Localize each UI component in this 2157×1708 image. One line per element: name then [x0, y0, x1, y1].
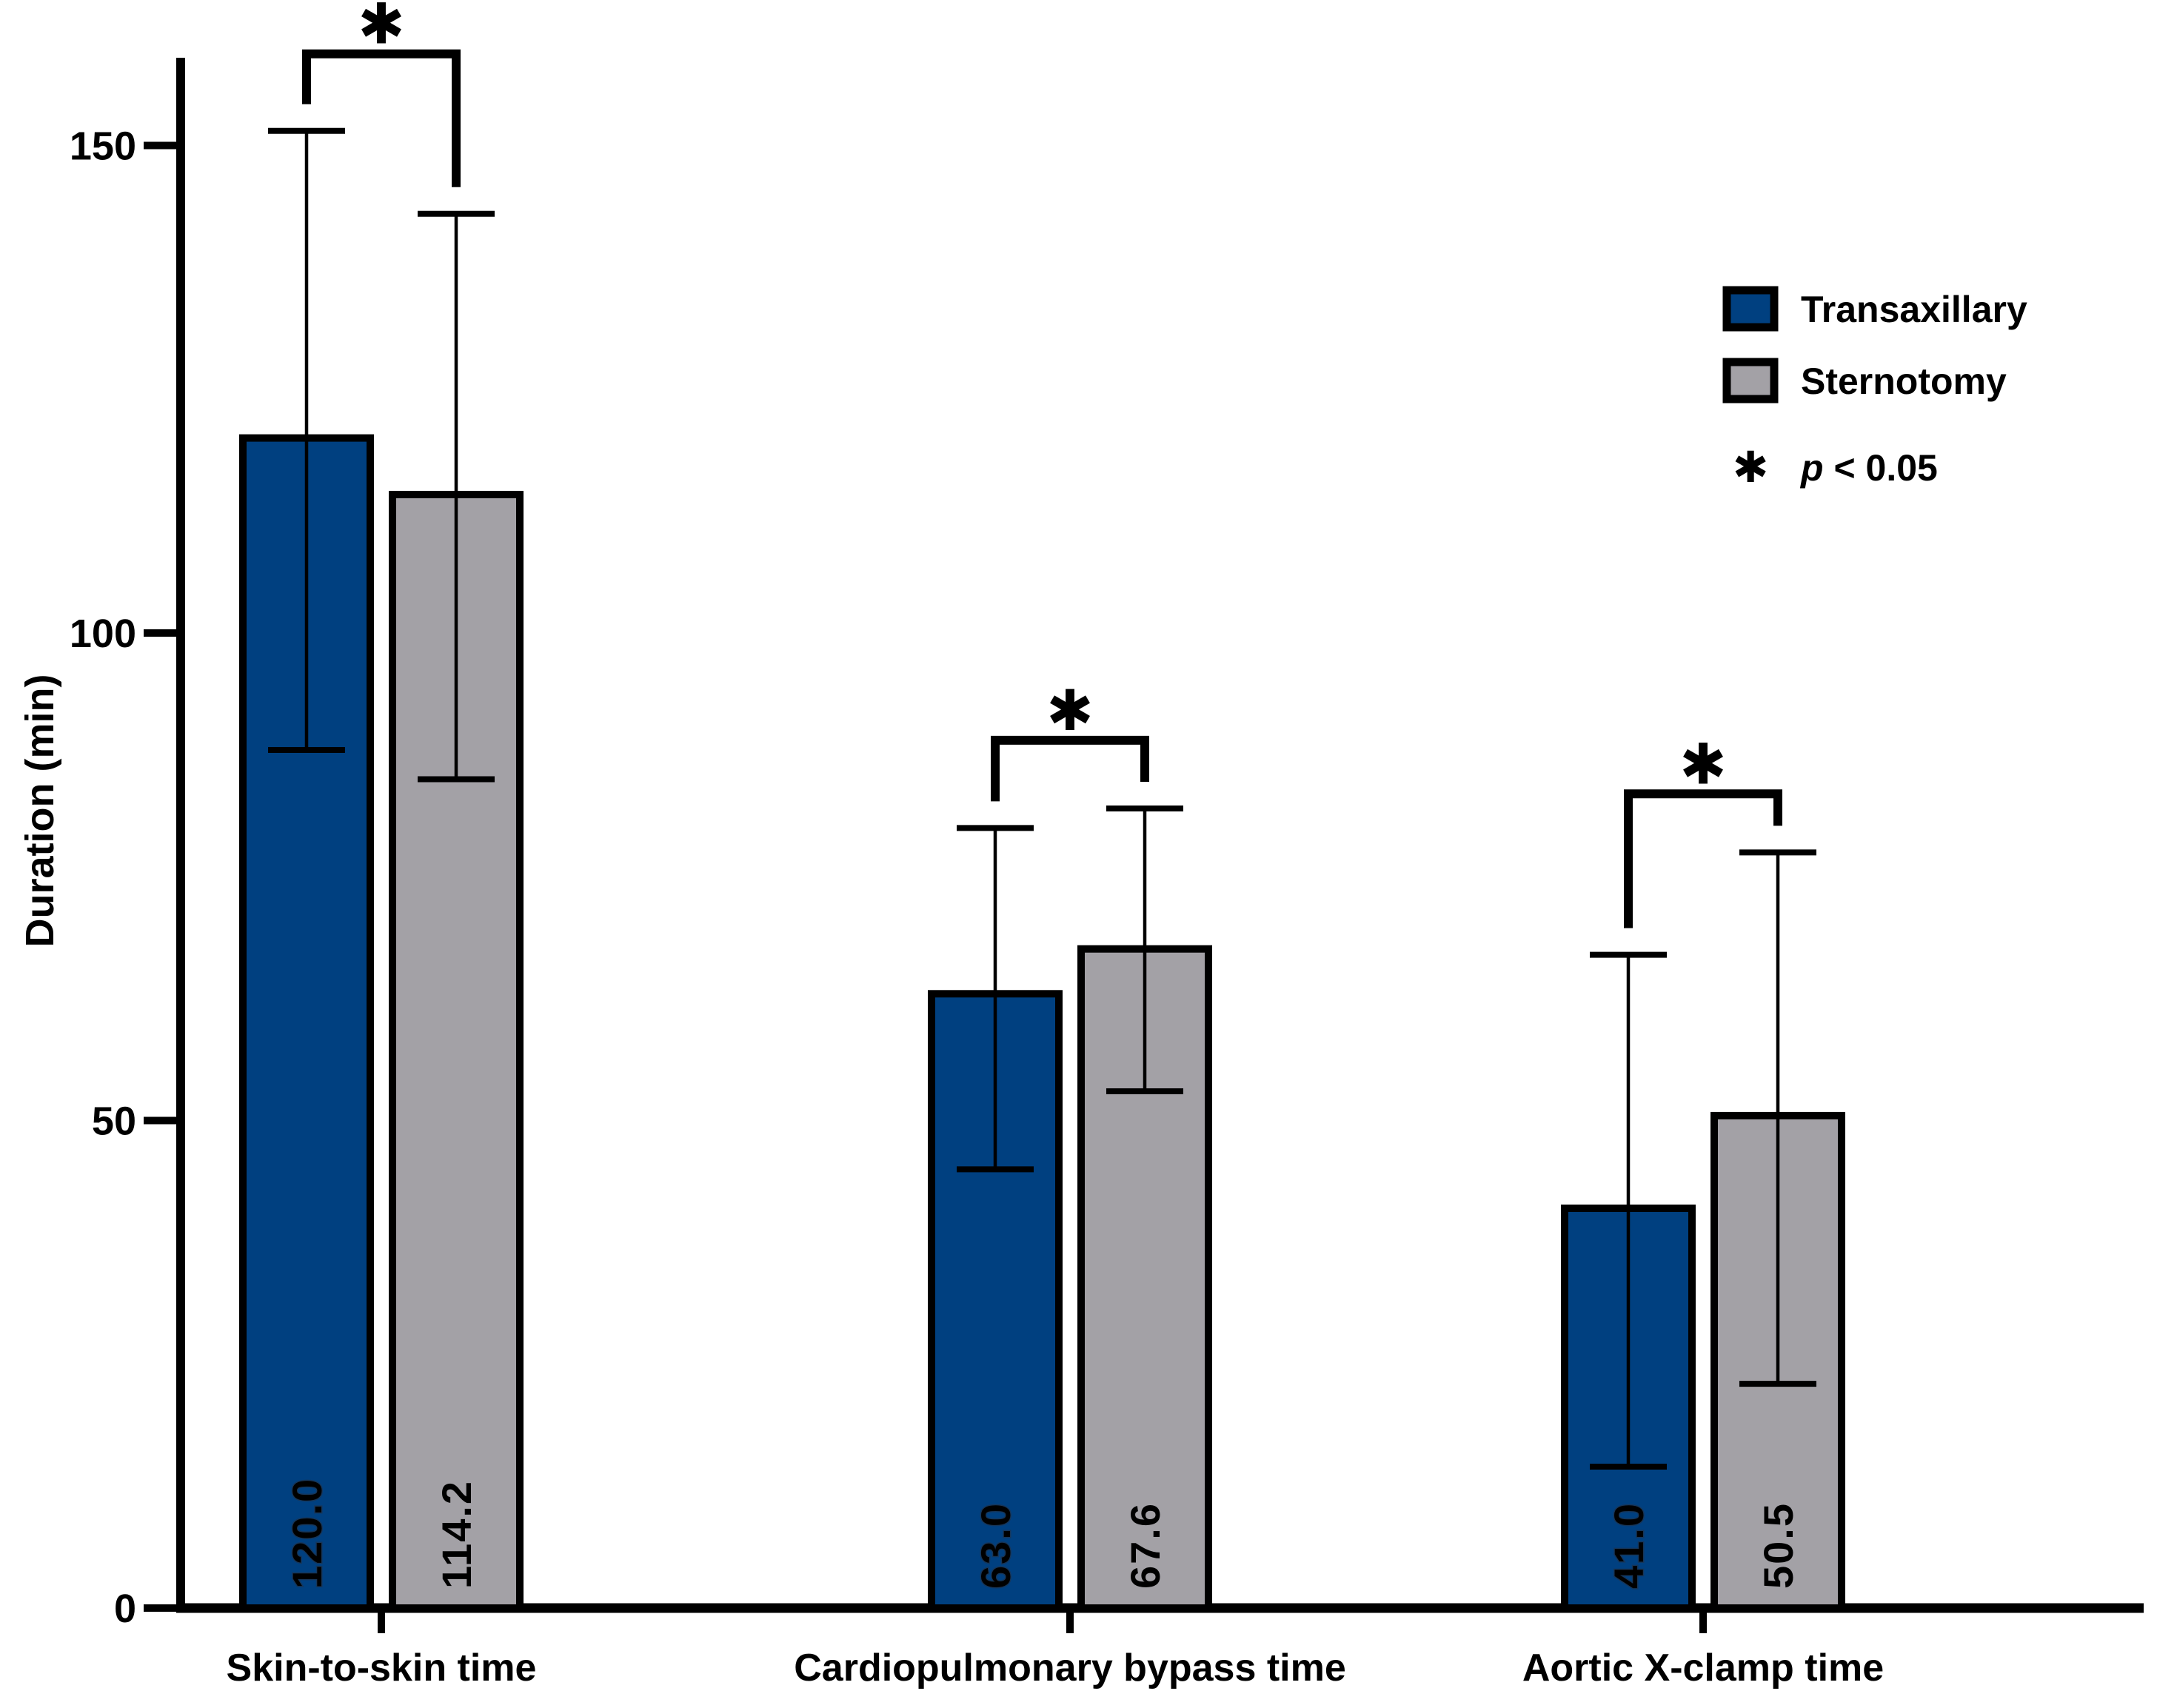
x-category-label-0: Skin-to-skin time: [227, 1647, 537, 1689]
legend-swatch-sternotomy: [1722, 358, 1779, 403]
bars: 120.0 63.0 41.0 114.2 67.6 50.5: [239, 127, 1845, 1612]
y-tick-label-2: 100: [70, 612, 136, 656]
legend-label-transaxillary: Transaxillary: [1801, 289, 2027, 330]
legend-label-sternotomy: Sternotomy: [1801, 361, 2007, 402]
legend-swatch-transaxillary: [1722, 286, 1779, 332]
legend-p-symbol-text: p: [1799, 447, 1824, 489]
significance-bracket: [991, 735, 1149, 802]
significance-asterisk-icon: ✱: [358, 0, 405, 56]
bar-value-label: 120.0: [284, 1478, 330, 1589]
bar-value-label: 67.6: [1122, 1502, 1168, 1589]
x-category-label-1: Cardiopulmonary bypass time: [794, 1647, 1346, 1689]
legend-p-threshold-text: < 0.05: [1824, 447, 1938, 489]
y-tick-label-3: 150: [70, 124, 136, 169]
legend-asterisk-icon: ✱: [1733, 443, 1769, 492]
significance-asterisk-icon: ✱: [1679, 733, 1727, 796]
legend: Transaxillary Sternotomy ✱ p < 0.05: [1722, 286, 2027, 492]
y-tick-labels: 0 50 100 150: [70, 124, 136, 1632]
significance-brackets: ✱ ✱ ✱: [302, 0, 1782, 928]
bar-value-label: 50.5: [1755, 1502, 1802, 1589]
significance-bracket: [1624, 789, 1782, 928]
y-axis-title: Duration (min): [18, 674, 62, 948]
significance-bracket: [302, 49, 461, 187]
x-category-label-2: Aortic X-clamp time: [1522, 1647, 1884, 1689]
y-tick-label-1: 50: [92, 1099, 136, 1144]
bar-sternotomy-skin-to-skin-time: [389, 490, 524, 1612]
legend-p-value: p < 0.05: [1799, 447, 1938, 489]
bar-value-label: 41.0: [1605, 1502, 1652, 1589]
x-category-labels: Skin-to-skin time Cardiopulmonary bypass…: [227, 1647, 1885, 1689]
significance-asterisk-icon: ✱: [1046, 680, 1094, 743]
bar-value-label: 63.0: [972, 1502, 1019, 1589]
y-tick-label-0: 0: [114, 1587, 136, 1631]
bar-value-label: 114.2: [433, 1480, 480, 1589]
